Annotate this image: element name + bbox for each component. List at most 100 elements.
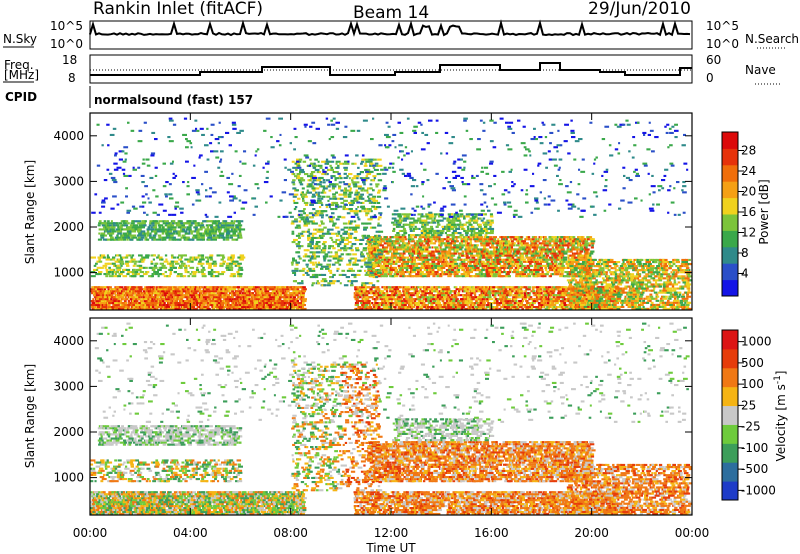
scatter-cell — [461, 298, 466, 301]
scatter-cell — [169, 273, 172, 276]
scatter-cell — [173, 298, 177, 301]
scatter-cell — [182, 226, 187, 229]
scatter-cell — [447, 294, 450, 297]
scatter-cell — [435, 290, 439, 293]
scatter-cell — [373, 294, 376, 297]
scatter-cell — [454, 296, 458, 299]
scatter-cell — [115, 294, 119, 297]
scatter-cell — [398, 292, 402, 295]
scatter-cell — [268, 298, 273, 301]
scatter-cell — [405, 288, 408, 291]
scatter-cell — [419, 244, 423, 247]
scatter-cell — [279, 296, 284, 299]
scatter-cell — [531, 238, 535, 241]
scatter-cell — [162, 230, 165, 233]
scatter-cell — [544, 238, 548, 241]
scatter-cell — [145, 306, 149, 309]
scatter-cell — [440, 244, 443, 247]
scatter-cell — [157, 300, 162, 303]
scatter-cell — [163, 260, 169, 263]
scatter-cell — [248, 290, 251, 293]
scatter-cell — [262, 302, 267, 305]
scatter-cell — [213, 264, 217, 267]
scatter-cell — [233, 292, 237, 295]
scatter-cell — [486, 260, 490, 263]
scatter-cell — [184, 266, 188, 269]
scatter-cell — [511, 246, 513, 249]
scatter-cell — [377, 307, 380, 310]
scatter-cell — [101, 288, 104, 291]
scatter-cell — [196, 266, 199, 269]
scatter-cell — [355, 298, 359, 301]
scatter-cell — [237, 292, 240, 295]
scatter-cell — [146, 228, 151, 231]
scatter-cell — [127, 226, 130, 229]
scatter-cell — [261, 306, 264, 309]
scatter-cell — [548, 248, 552, 251]
scatter-cell — [549, 275, 552, 278]
scatter-cell — [109, 286, 112, 289]
scatter-cell — [440, 248, 444, 251]
scatter-cell — [286, 286, 289, 289]
scatter-cell — [548, 244, 552, 247]
scatter-cell — [549, 304, 552, 307]
scatter-cell — [231, 224, 235, 227]
scatter-cell — [391, 296, 396, 299]
scatter-cell — [134, 220, 137, 223]
scatter-cell — [227, 256, 233, 259]
scatter-cell — [133, 275, 137, 278]
scatter-cell — [367, 307, 372, 310]
scatter-cell — [298, 307, 302, 310]
scatter-cell — [537, 264, 542, 267]
scatter-cell — [211, 262, 216, 265]
scatter-cell — [196, 304, 199, 307]
scatter-cell — [144, 302, 150, 305]
scatter-cell — [549, 292, 553, 295]
scatter-cell — [221, 304, 224, 307]
scatter-cell — [466, 296, 470, 299]
scatter-cell — [125, 288, 129, 291]
scatter-cell — [476, 244, 479, 247]
scatter-cell — [409, 298, 413, 301]
scatter-cell — [171, 304, 176, 307]
scatter-cell — [123, 220, 127, 223]
scatter-cell — [274, 286, 277, 289]
scatter-cell — [539, 288, 543, 291]
scatter-cell — [259, 288, 262, 291]
scatter-cell — [248, 302, 250, 305]
scatter-cell — [403, 266, 409, 269]
scatter-cell — [181, 226, 184, 229]
scatter-cell — [131, 302, 137, 305]
scatter-cell — [302, 290, 306, 293]
scatter-cell — [435, 304, 438, 307]
scatter-cell — [226, 222, 232, 225]
scatter-cell — [125, 306, 128, 309]
scatter-cell — [384, 306, 389, 309]
scatter-cell — [532, 300, 538, 303]
scatter-cell — [449, 273, 453, 276]
scatter-cell — [195, 230, 200, 233]
scatter-cell — [475, 273, 481, 276]
scatter-cell — [366, 292, 369, 295]
scatter-cell — [90, 304, 95, 307]
scatter-cell — [205, 288, 210, 291]
scatter-cell — [153, 292, 157, 295]
nsearch-tick-top: 10^5 — [706, 19, 739, 33]
scatter-cell — [443, 288, 447, 291]
scatter-cell — [472, 286, 475, 289]
scatter-cell — [379, 296, 383, 299]
scatter-cell — [454, 290, 457, 293]
scatter-cell — [116, 236, 122, 239]
scatter-cell — [488, 302, 493, 305]
scatter-cell — [419, 286, 423, 289]
scatter-cell — [401, 269, 404, 272]
scatter-cell — [183, 306, 188, 309]
scatter-cell — [377, 288, 381, 291]
scatter-cell — [280, 290, 285, 293]
scatter-cell — [163, 307, 169, 310]
scatter-cell — [151, 300, 155, 303]
scatter-cell — [236, 264, 241, 267]
scatter-cell — [111, 230, 117, 233]
scatter-cell — [153, 264, 157, 267]
scatter-cell — [504, 298, 509, 301]
